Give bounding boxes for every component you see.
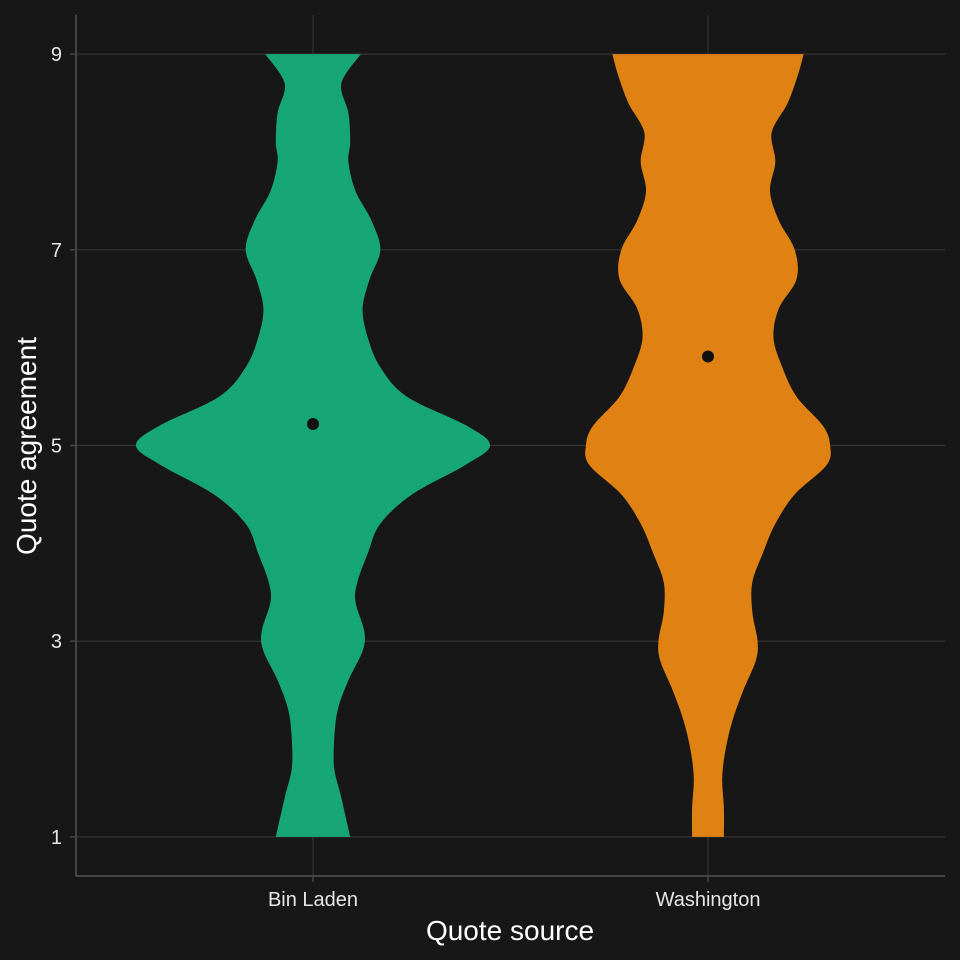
y-axis-ticks: 1 3 5 7 9	[51, 44, 76, 849]
y-tick-label: 3	[51, 631, 62, 653]
violins	[135, 54, 831, 837]
x-tick-label: Bin Laden	[268, 889, 358, 911]
y-axis-title: Quote agreement	[11, 337, 42, 555]
x-axis-ticks: Bin Laden Washington	[268, 876, 760, 911]
x-axis-title: Quote source	[426, 915, 594, 946]
y-tick-label: 5	[51, 436, 62, 458]
violin-washington	[585, 54, 831, 837]
mean-point-washington	[702, 350, 714, 363]
y-tick-label: 1	[51, 827, 62, 849]
mean-point-bin-laden	[307, 417, 319, 430]
x-tick-label: Washington	[656, 889, 761, 911]
y-tick-label: 7	[51, 240, 62, 262]
violin-bin-laden	[135, 54, 491, 837]
mean-points	[307, 350, 714, 430]
y-tick-label: 9	[51, 44, 62, 66]
